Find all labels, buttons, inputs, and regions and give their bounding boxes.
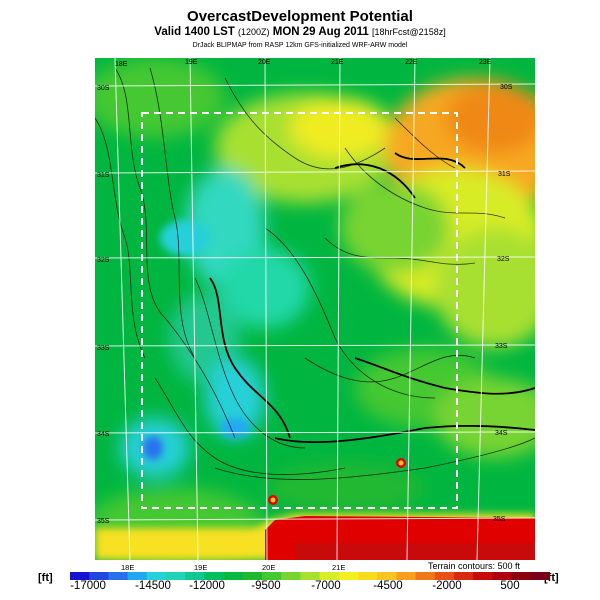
left-lat-label: 34S: [97, 431, 110, 438]
colorbar-swatch: [242, 572, 263, 580]
map-subtitle: Valid 1400 LST (1200Z) MON 29 Aug 2011 […: [0, 26, 600, 38]
left-lat-label: 31S: [97, 172, 110, 179]
colorbar-swatch: [166, 572, 186, 580]
bottom-lon-label: 21E: [332, 563, 346, 572]
grid-labels: 18E 19E 20E 21E 22E 23E 30S 31S 32S 33S …: [97, 59, 513, 525]
bottom-lon-label: 20E: [262, 563, 276, 572]
colorbar-swatch: [146, 572, 167, 580]
colorbar-swatch: [223, 572, 244, 580]
colorbar-swatch: [281, 572, 301, 580]
left-lat-label: 35S: [97, 518, 110, 525]
top-lon-label: 19E: [185, 59, 198, 66]
colorbar-swatch: [319, 572, 340, 580]
colorbar-tick: -17000: [70, 580, 106, 592]
forecast-info: [18hrFcst@2158z]: [372, 27, 446, 37]
cold-spots: [143, 220, 250, 460]
colorbar-swatch: [358, 572, 378, 580]
right-lat-label: 35S: [493, 516, 506, 523]
colorbar-swatch: [492, 572, 513, 580]
top-lon-label: 23E: [479, 59, 492, 66]
right-lat-label: 32S: [497, 256, 510, 263]
top-lon-label: 20E: [258, 59, 271, 66]
inner-domain-box: [141, 112, 458, 509]
terrain-contour-note: Terrain contours: 500 ft: [427, 561, 520, 571]
colorbar-swatch: [185, 572, 205, 580]
right-lat-label: 34S: [495, 430, 508, 437]
forecast-map: 18E 19E 20E 21E 22E 23E 30S 31S 32S 33S …: [95, 58, 535, 560]
colorbar-unit-left: [ft]: [38, 572, 53, 584]
colorbar-swatch: [89, 572, 109, 580]
top-lon-label: 22E: [405, 59, 418, 66]
colorbar-swatch: [377, 572, 397, 580]
colorbar-tick: -14500: [135, 580, 171, 592]
colorbar-tick: -2000: [432, 580, 462, 592]
map-title: OvercastDevelopment Potential: [187, 8, 413, 25]
right-lat-label: 33S: [495, 343, 508, 350]
right-lat-label: 31S: [498, 171, 511, 178]
warm-spots: [268, 458, 406, 505]
top-lon-label: 18E: [115, 61, 128, 68]
colorbar-swatch: [511, 572, 532, 580]
lat-lon-grid: [95, 58, 535, 560]
bottom-lon-label: 19E: [194, 563, 208, 572]
valid-time: Valid 1400 LST: [154, 26, 239, 38]
terrain-contours: [95, 67, 535, 480]
model-credit: DrJack BLIPMAP from RASP 12km GFS-initia…: [192, 42, 408, 49]
colorbar-swatch: [415, 572, 436, 580]
colorbar-swatch: [70, 572, 90, 580]
colorbar-tick: -7000: [311, 580, 341, 592]
colorbar-tick: -4500: [373, 580, 403, 592]
colorbar-swatch: [338, 572, 359, 580]
colorbar-swatch: [454, 572, 474, 580]
valid-date: MON 29 Aug 2011: [269, 26, 373, 38]
colorbar-swatch: [396, 572, 417, 580]
colorbar-swatch: [204, 572, 225, 580]
colorbar-swatch: [108, 572, 129, 580]
right-lat-label: 30S: [500, 84, 513, 91]
colorbar-swatch: [127, 572, 148, 580]
colorbar-tick: 500: [500, 580, 520, 592]
colorbar-tick: -9500: [251, 580, 281, 592]
colorbar-swatch: [473, 572, 493, 580]
colorbar-swatch: [434, 572, 455, 580]
top-lon-label: 21E: [331, 59, 344, 66]
colorbar: [70, 572, 550, 580]
left-lat-label: 30S: [97, 85, 110, 92]
bold-contours: [209, 152, 535, 444]
bottom-lon-label: 18E: [121, 563, 135, 572]
colorbar-swatch: [300, 572, 321, 580]
colorbar-tick: -12000: [189, 580, 225, 592]
utc-time: (1200Z): [238, 27, 270, 37]
colorbar-swatch: [530, 572, 550, 580]
left-lat-label: 32S: [97, 257, 110, 264]
colorbar-swatch: [262, 572, 282, 580]
left-lat-label: 33S: [97, 345, 110, 352]
red-zone: [95, 514, 535, 560]
